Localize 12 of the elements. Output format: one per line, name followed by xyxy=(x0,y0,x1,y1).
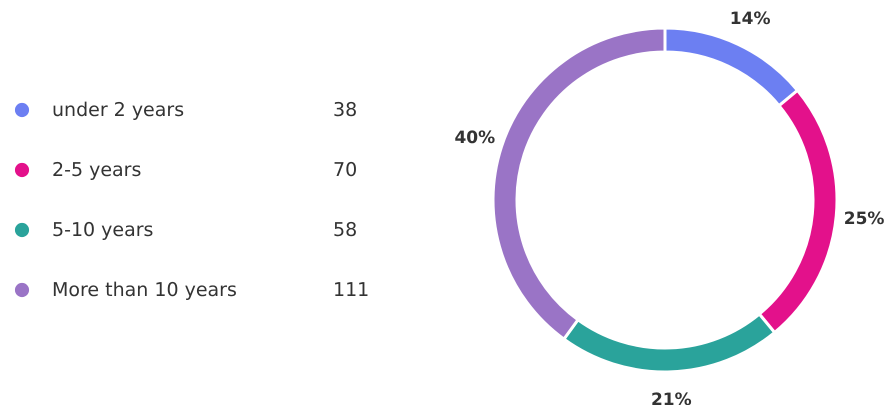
data-label: 21% xyxy=(650,390,692,405)
data-label: 40% xyxy=(454,128,496,148)
data-label: 25% xyxy=(844,208,884,229)
data-label: 14% xyxy=(730,9,771,30)
legend-label: More than 10 years xyxy=(52,279,237,301)
text: 70 xyxy=(333,159,358,181)
text: 38 xyxy=(333,99,358,121)
legend-label: 2-5 years xyxy=(52,159,142,181)
text: 111 xyxy=(333,279,370,301)
text: 58 xyxy=(333,219,358,241)
legend-label: under 2 years xyxy=(52,99,184,121)
legend-label: 5-10 years xyxy=(52,219,154,241)
